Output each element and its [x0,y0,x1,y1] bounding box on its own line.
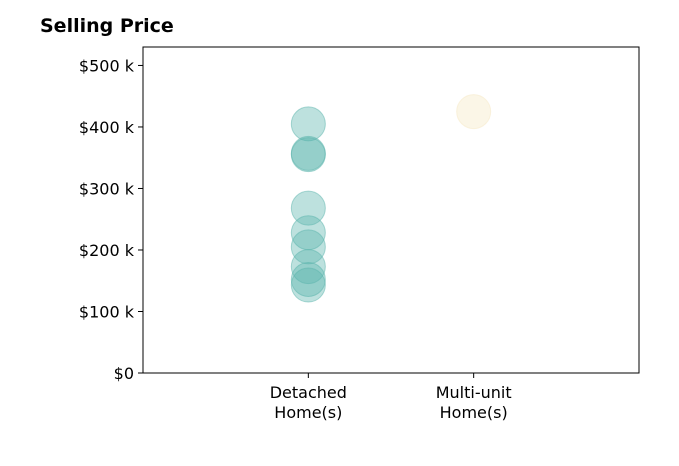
data-point [290,106,326,142]
y-tick-label: $400 k [79,118,135,137]
data-point [290,229,326,265]
data-point [290,267,326,303]
data-point [290,262,326,298]
plot-frame [142,46,640,374]
y-tick-label: $100 k [79,302,135,321]
x-tick-label: Detached Home(s) [270,383,347,422]
x-tick-label: Multi-unit Home(s) [436,383,512,422]
data-point [290,137,326,173]
data-point [290,249,326,285]
y-tick-label: $500 k [79,56,135,75]
data-point [290,190,326,226]
chart-title: Selling Price [40,15,174,37]
y-tick-label: $0 [114,364,134,383]
y-tick-label: $300 k [79,179,135,198]
y-tick-label: $200 k [79,241,135,260]
data-point [456,94,492,130]
